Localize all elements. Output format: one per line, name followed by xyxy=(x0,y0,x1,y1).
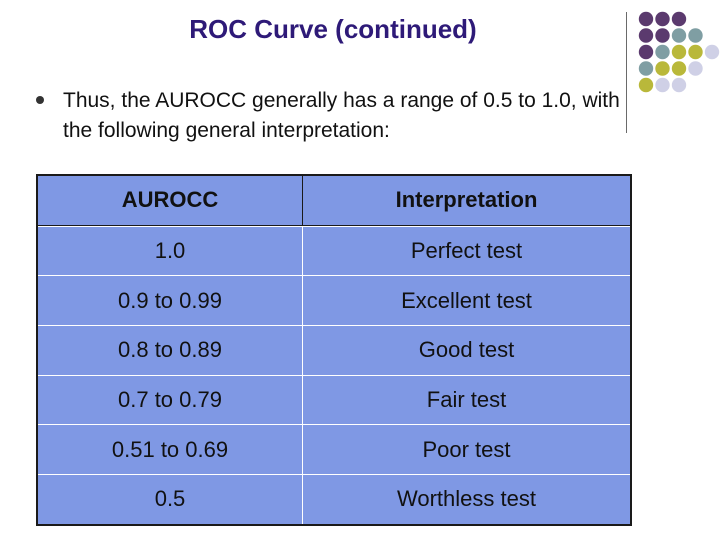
decorative-dot xyxy=(655,11,670,27)
decorative-dot xyxy=(638,77,654,93)
aurocc-cell: 0.8 to 0.89 xyxy=(38,326,303,375)
decorative-dot xyxy=(688,28,703,43)
interpretation-cell: Poor test xyxy=(422,436,511,462)
aurocc-cell: 0.7 to 0.79 xyxy=(38,375,303,425)
bullet-dot xyxy=(36,96,44,104)
header-aurocc: AUROCC xyxy=(38,176,303,225)
decorative-dot xyxy=(655,61,670,76)
interpretation-cell: Perfect test xyxy=(410,238,523,264)
table-row: 0.51 to 0.69 Poor test xyxy=(38,424,630,475)
table-row: 0.5 Worthless test xyxy=(38,474,630,524)
decorative-dot xyxy=(638,61,654,76)
aurocc-cell: 1.0 xyxy=(38,226,303,276)
aurocc-cell: 0.9 to 0.99 xyxy=(38,276,303,326)
table-row: 1.0 Perfect test xyxy=(38,225,630,276)
header-interpretation: Interpretation xyxy=(395,187,538,213)
table-header-row: AUROCC Interpretation xyxy=(38,176,630,226)
decorative-dot xyxy=(655,77,670,93)
table-row: 0.9 to 0.99 Excellent test xyxy=(38,275,630,326)
decorative-dot xyxy=(655,44,670,60)
decorative-dot xyxy=(688,44,703,60)
aurocc-cell: 0.51 to 0.69 xyxy=(38,425,303,475)
decorative-dot xyxy=(688,61,703,76)
decorative-dot xyxy=(704,44,720,60)
interpretation-cell: Worthless test xyxy=(397,486,536,512)
decorative-dot xyxy=(671,28,687,43)
decorative-dot xyxy=(671,61,687,76)
interpretation-cell: Fair test xyxy=(426,387,507,413)
interpretation-table: AUROCC Interpretation 1.0 Perfect test 0… xyxy=(36,174,632,526)
decorative-dot xyxy=(638,28,654,43)
decorative-dot xyxy=(638,44,654,60)
decorative-dot xyxy=(638,11,654,27)
decorative-dot xyxy=(655,28,670,43)
decorative-dot xyxy=(671,44,687,60)
header-divider xyxy=(626,12,627,133)
decorative-dot xyxy=(671,77,687,93)
decorative-dot-pattern xyxy=(638,11,720,93)
aurocc-cell: 0.5 xyxy=(38,475,303,524)
decorative-dot xyxy=(671,11,687,27)
slide-title: ROC Curve (continued) xyxy=(189,14,477,44)
table-row: 0.8 to 0.89 Good test xyxy=(38,325,630,375)
bullet-text: Thus, the AUROCC generally has a range o… xyxy=(63,89,620,142)
interpretation-cell: Good test xyxy=(418,337,515,363)
interpretation-cell: Excellent test xyxy=(401,287,532,313)
table-row: 0.7 to 0.79 Fair test xyxy=(38,374,630,425)
